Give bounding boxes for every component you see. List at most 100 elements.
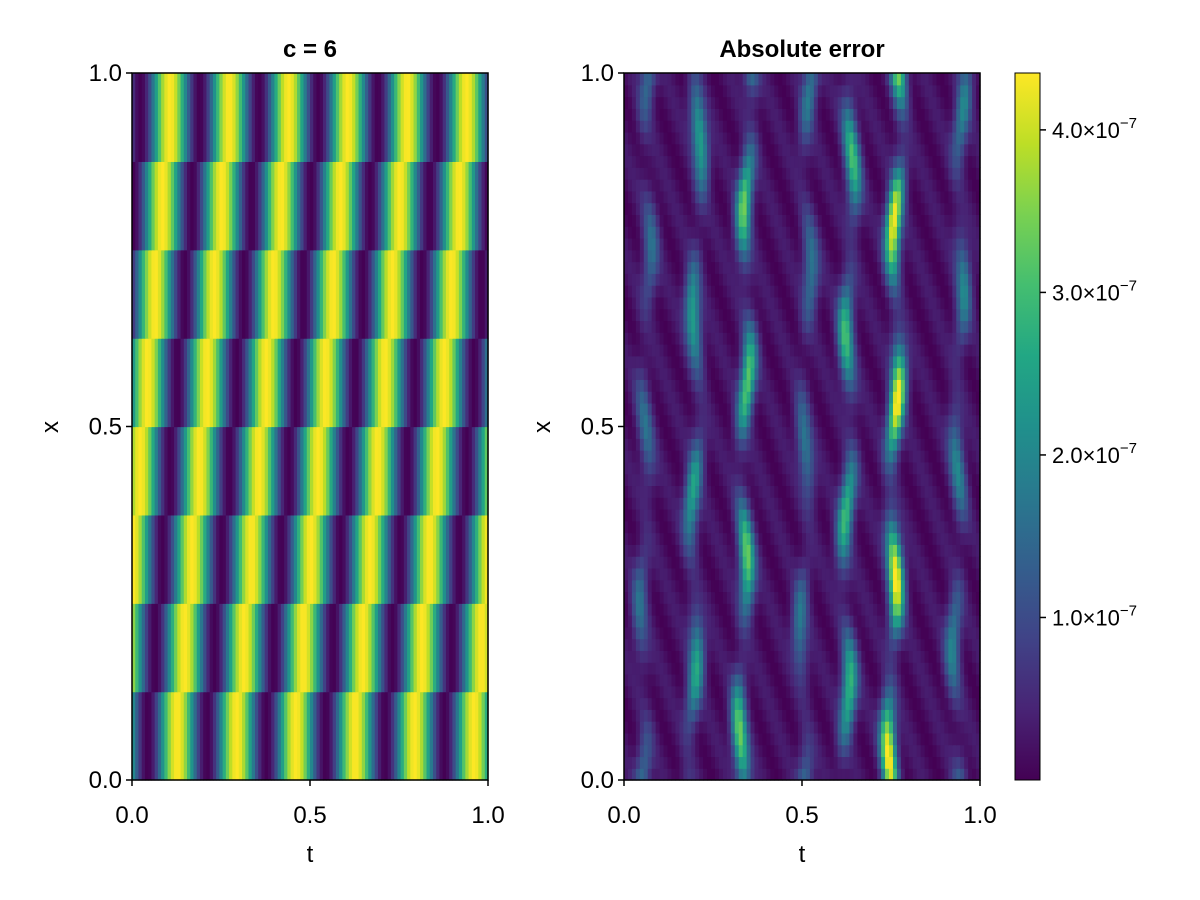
heatmap-cell	[209, 338, 214, 428]
heatmap-cell	[881, 473, 886, 487]
heatmap-cell	[387, 161, 392, 251]
heatmap-cell	[174, 338, 178, 428]
heatmap-cell	[659, 520, 665, 534]
heatmap-cell	[647, 273, 653, 286]
heatmap-cell	[643, 721, 649, 734]
heatmap-cell	[643, 391, 649, 404]
heatmap-cell	[655, 249, 661, 263]
heatmap-cell	[758, 379, 764, 392]
heatmap-cell	[900, 697, 906, 710]
heatmap-cell	[643, 756, 649, 769]
heatmap-cell	[258, 426, 263, 516]
heatmap-cell	[750, 732, 756, 746]
heatmap-cell	[691, 768, 696, 781]
heatmap-cell	[293, 161, 298, 251]
heatmap-cell	[817, 391, 823, 404]
heatmap-cell	[687, 615, 692, 628]
heatmap-cell	[849, 344, 855, 357]
heatmap-cell	[794, 626, 799, 640]
heatmap-cell	[865, 508, 870, 522]
heatmap-cell	[853, 473, 858, 487]
heatmap-cell	[718, 497, 724, 510]
heatmap-cell	[322, 603, 327, 693]
heatmap-cell	[770, 709, 775, 722]
heatmap-cell	[924, 308, 930, 322]
heatmap-cell	[180, 603, 185, 693]
heatmap-cell	[857, 744, 862, 758]
heatmap-cell	[695, 391, 700, 404]
heatmap-cell	[449, 73, 453, 162]
heatmap-cell	[948, 532, 953, 545]
heatmap-cell	[802, 544, 807, 557]
heatmap-cell	[813, 650, 819, 663]
heatmap-cell	[924, 249, 930, 263]
heatmap-cell	[647, 662, 653, 675]
heatmap-cell	[687, 391, 692, 404]
heatmap-cell	[484, 249, 489, 339]
heatmap-cell	[264, 691, 269, 781]
heatmap-cell	[908, 332, 914, 345]
heatmap-cell	[707, 402, 712, 416]
heatmap-cell	[896, 355, 902, 369]
heatmap-cell	[770, 320, 775, 333]
heatmap-cell	[647, 532, 653, 545]
heatmap-cell	[813, 344, 819, 357]
heatmap-cell	[786, 379, 791, 392]
heatmap-cell	[956, 461, 961, 475]
heatmap-cell	[726, 461, 732, 475]
heatmap-cell	[190, 249, 195, 339]
heatmap-cell	[624, 732, 629, 746]
heatmap-cell	[699, 520, 704, 534]
heatmap-cell	[960, 768, 965, 781]
heatmap-cell	[212, 691, 217, 781]
heatmap-cell	[861, 379, 866, 392]
heatmap-cell	[841, 402, 847, 416]
heatmap-cell	[734, 261, 740, 274]
heatmap-cell	[960, 673, 965, 687]
heatmap-cell	[853, 285, 858, 298]
heatmap-cell	[778, 308, 783, 322]
heatmap-cell	[790, 249, 795, 263]
heatmap-cell	[216, 338, 220, 428]
heatmap-cell	[691, 744, 696, 758]
heatmap-cell	[817, 697, 823, 710]
heatmap-cell	[635, 261, 641, 274]
heatmap-cell	[845, 626, 851, 640]
heatmap-cell	[384, 691, 389, 781]
heatmap-cell	[817, 308, 823, 322]
heatmap-cell	[675, 744, 680, 758]
heatmap-cell	[478, 249, 483, 339]
heatmap-cell	[916, 497, 922, 510]
heatmap-cell	[817, 508, 823, 522]
heatmap-cell	[663, 402, 669, 416]
heatmap-cell	[659, 532, 665, 545]
heatmap-cell	[861, 732, 866, 746]
heatmap-cell	[790, 473, 795, 487]
heatmap-cell	[742, 308, 748, 322]
heatmap-cell	[699, 709, 704, 722]
heatmap-cell	[667, 367, 673, 380]
heatmap-cell	[403, 338, 408, 428]
heatmap-cell	[452, 338, 457, 428]
heatmap-cell	[679, 344, 684, 357]
heatmap-cell	[196, 73, 201, 162]
heatmap-cell	[190, 426, 195, 516]
heatmap-cell	[703, 285, 708, 298]
heatmap-cell	[390, 691, 395, 781]
heatmap-cell	[297, 73, 301, 162]
heatmap-cell	[209, 603, 214, 693]
heatmap-cell	[881, 744, 886, 758]
heatmap-cell	[730, 591, 736, 604]
heatmap-cell	[754, 402, 760, 416]
heatmap-cell	[928, 344, 934, 357]
heatmap-cell	[225, 338, 230, 428]
heatmap-cell	[762, 732, 767, 746]
heatmap-cell	[663, 461, 669, 475]
heatmap-cell	[209, 161, 214, 251]
heatmap-cell	[711, 332, 716, 345]
heatmap-cell	[420, 338, 424, 428]
heatmap-cell	[718, 567, 724, 581]
heatmap-cell	[750, 485, 756, 498]
heatmap-cell	[222, 514, 227, 604]
heatmap-cell	[813, 697, 819, 710]
